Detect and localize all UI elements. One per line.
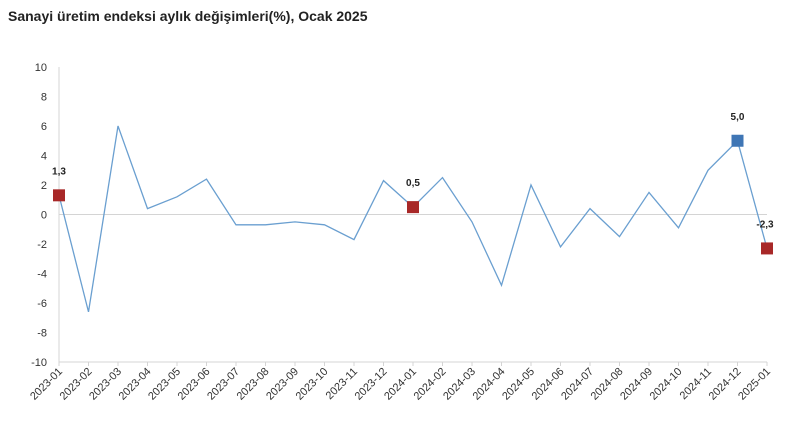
highlight-marker	[761, 242, 773, 255]
x-tick-label: 2023-10	[294, 366, 331, 403]
x-tick-label: 2025-01	[736, 366, 773, 403]
highlight-marker	[731, 134, 744, 147]
highlight-marker	[53, 189, 65, 202]
y-tick-label: -2	[37, 239, 47, 251]
highlight-marker	[407, 201, 419, 214]
y-tick-label: 10	[35, 62, 47, 74]
data-label: 0,5	[406, 178, 420, 189]
chart-title: Sanayi üretim endeksi aylık değişimleri(…	[8, 8, 368, 24]
y-tick-label: 2	[41, 180, 47, 192]
y-tick-label: -6	[37, 298, 47, 310]
y-tick-label: 6	[41, 121, 47, 133]
y-tick-label: -10	[31, 357, 47, 369]
x-tick-label: 2024-10	[648, 366, 685, 403]
data-label: 1,3	[52, 166, 66, 177]
y-tick-label: -8	[37, 328, 47, 340]
y-tick-label: -4	[37, 269, 47, 281]
y-tick-label: 8	[41, 92, 47, 104]
series-line	[58, 125, 768, 313]
y-tick-label: 4	[41, 151, 47, 163]
y-tick-label: 0	[41, 210, 47, 222]
data-label: 5,0	[731, 112, 745, 123]
data-label: -2,3	[756, 219, 774, 230]
